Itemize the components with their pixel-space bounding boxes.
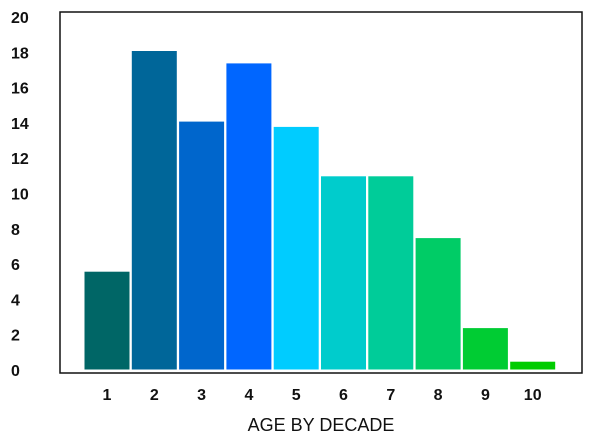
bar-decade-3 (178, 120, 226, 371)
x-tick-label: 6 (339, 387, 348, 404)
x-tick-label: 1 (103, 387, 112, 404)
bar-decade-5 (272, 125, 320, 371)
y-tick-label: 10 (11, 187, 29, 204)
bar-decade-4 (225, 62, 273, 371)
y-tick-label: 2 (11, 328, 20, 345)
bar-decade-10 (509, 360, 557, 371)
y-tick-label: 20 (11, 10, 29, 27)
plot-frame (59, 11, 583, 374)
x-tick-label: 4 (244, 387, 253, 404)
bars-group (83, 50, 557, 371)
x-axis-title: AGE BY DECADE (248, 415, 395, 435)
bar-decade-9 (461, 327, 509, 371)
x-tick-label: 3 (197, 387, 206, 404)
y-tick-labels: 0 2 4 6 8 10 12 14 16 18 20 (11, 10, 29, 380)
x-tick-label: 5 (292, 387, 301, 404)
x-tick-label: 9 (481, 387, 490, 404)
x-tick-label: 8 (434, 387, 443, 404)
y-tick-label: 18 (11, 45, 29, 62)
bar-decade-1 (83, 270, 131, 371)
x-tick-label: 2 (150, 387, 159, 404)
x-tick-labels: 1 2 3 4 5 6 7 8 9 10 (103, 387, 542, 404)
x-tick-label: 7 (386, 387, 395, 404)
y-tick-label: 12 (11, 151, 29, 168)
bar-decade-2 (130, 50, 178, 371)
x-tick-label: 10 (524, 387, 542, 404)
bar-decade-6 (320, 175, 367, 371)
y-tick-label: 14 (11, 116, 29, 133)
y-tick-label: 6 (11, 257, 20, 274)
y-tick-label: 16 (11, 81, 29, 98)
y-tick-label: 0 (11, 363, 20, 380)
bar-decade-7 (367, 175, 415, 371)
bar-decade-8 (414, 237, 462, 371)
y-tick-label: 4 (11, 292, 20, 309)
y-tick-label: 8 (11, 222, 20, 239)
